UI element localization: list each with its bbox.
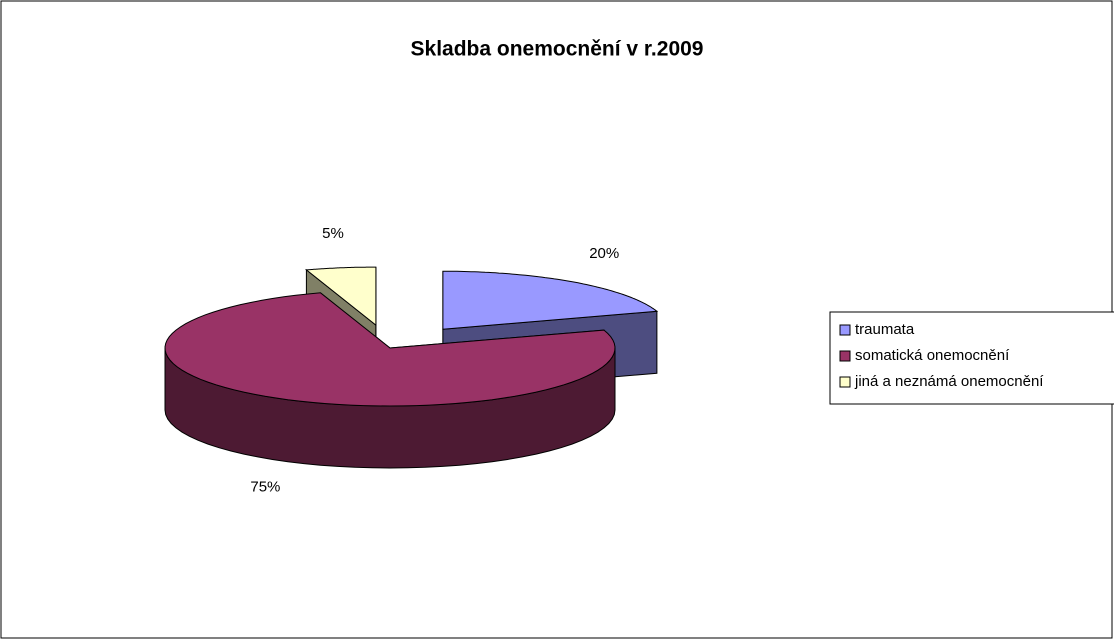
- legend-swatch: [839, 324, 851, 336]
- data-label: 75%: [250, 478, 280, 495]
- legend-label: traumata: [855, 321, 915, 338]
- slice: [304, 266, 377, 327]
- legend-label: jiná a neznámá onemocnění: [854, 373, 1044, 390]
- chart-title: Skladba onemocnění v r.2009: [411, 38, 704, 61]
- slice: [164, 292, 616, 407]
- data-label: 20%: [589, 245, 619, 262]
- legend-swatch: [839, 376, 851, 388]
- legend-swatch: [839, 350, 851, 362]
- legend-label: somatická onemocnění: [855, 347, 1010, 364]
- slice: [442, 270, 659, 330]
- legend-box: [829, 311, 1114, 405]
- data-label: 5%: [322, 225, 344, 242]
